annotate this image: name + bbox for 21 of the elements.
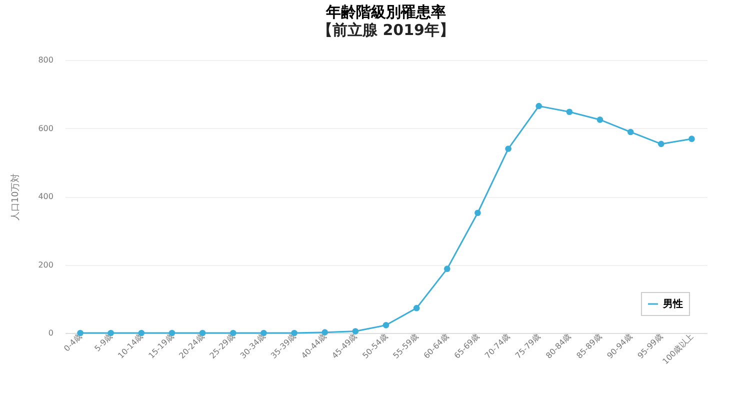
point bbox=[627, 128, 634, 136]
y-axis-title: 人口10万対 bbox=[10, 173, 22, 221]
point bbox=[658, 140, 664, 148]
y-tick-label: 400 bbox=[38, 192, 54, 201]
y-tick-label: 800 bbox=[38, 56, 54, 64]
point bbox=[382, 322, 390, 328]
y-tick-label: 600 bbox=[38, 124, 54, 133]
legend-label: 男性 bbox=[662, 298, 683, 310]
point bbox=[444, 266, 450, 272]
point bbox=[566, 108, 573, 116]
point bbox=[505, 146, 512, 152]
point bbox=[536, 102, 542, 110]
y-tick-label: 0 bbox=[48, 328, 54, 338]
chart-title: 年齢階級別罹患率 bbox=[325, 3, 446, 21]
point bbox=[688, 136, 695, 142]
point bbox=[474, 210, 481, 216]
point bbox=[596, 116, 604, 123]
point bbox=[413, 304, 420, 312]
point bbox=[352, 328, 359, 334]
chart-subtitle: 【前立腺 2019年】 bbox=[318, 21, 454, 39]
y-tick-label: 200 bbox=[38, 260, 54, 270]
